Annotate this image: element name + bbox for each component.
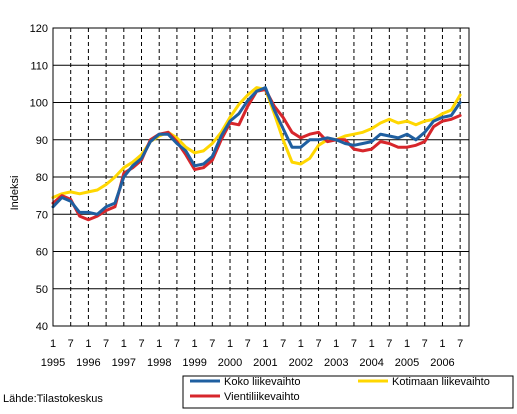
x-tick-month: 7: [138, 338, 144, 350]
x-tick-year: 2000: [218, 357, 242, 369]
x-tick-month: 1: [333, 338, 339, 350]
x-tick-month: 1: [369, 338, 375, 350]
x-tick-month: 7: [103, 338, 109, 350]
x-tick-month: 1: [227, 338, 233, 350]
x-tick-year: 2002: [289, 357, 313, 369]
x-tick-month: 7: [209, 338, 215, 350]
legend-label: Koko liikevaihto: [224, 376, 300, 388]
x-tick-month: 1: [439, 338, 445, 350]
x-tick-year: 1999: [182, 357, 206, 369]
legend: Koko liikevaihto Kotimaan liikevaihto Vien…: [182, 375, 514, 409]
x-tick-year: 2003: [324, 357, 348, 369]
source-note: Lähde:Tilastokeskus: [3, 393, 103, 405]
legend-label: Vientiliikevaihto: [224, 391, 300, 403]
y-tick-label: 100: [30, 98, 48, 110]
x-tick-month: 1: [85, 338, 91, 350]
legend-box: [182, 375, 514, 409]
x-tick-month: 1: [404, 338, 410, 350]
y-tick-label: 90: [36, 135, 48, 147]
y-axis-label: Indeksi: [9, 176, 21, 211]
series-lines: [51, 86, 462, 222]
y-tick-label: 120: [30, 23, 48, 35]
x-tick-month: 7: [245, 338, 251, 350]
y-tick-label: 50: [36, 284, 48, 296]
y-tick-label: 60: [36, 247, 48, 259]
plot-frame: [52, 27, 470, 327]
x-tick-month: 1: [121, 338, 127, 350]
x-tick-month: 1: [262, 338, 268, 350]
x-tick-month: 7: [351, 338, 357, 350]
y-tick-label: 40: [36, 321, 48, 333]
y-tick-labels: 40 50 60 70 80 90 100 110 120: [30, 23, 48, 333]
series-line-0: [51, 86, 462, 216]
x-tick-month: 7: [174, 338, 180, 350]
series-line-1: [51, 86, 462, 199]
x-tick-month: 1: [298, 338, 304, 350]
y-tick-label: 70: [36, 209, 48, 221]
x-tick-year: 1995: [41, 357, 65, 369]
legend-label: Kotimaan liikevaihto: [392, 376, 490, 388]
x-tick-year: 1998: [147, 357, 171, 369]
y-tick-label: 110: [30, 60, 48, 72]
x-tick-month: 1: [192, 338, 198, 350]
x-tick-year: 2006: [430, 357, 454, 369]
x-tick-month: 1: [50, 338, 56, 350]
series-line-2: [51, 88, 462, 222]
x-tick-month: 7: [68, 338, 74, 350]
y-tick-label: 80: [36, 172, 48, 184]
x-tick-month: 7: [422, 338, 428, 350]
x-tick-month: 7: [315, 338, 321, 350]
x-tick-year: 2004: [359, 357, 383, 369]
x-tick-month: 7: [457, 338, 463, 350]
x-tick-month: 1: [156, 338, 162, 350]
x-tick-month: 7: [386, 338, 392, 350]
x-tick-month: 7: [280, 338, 286, 350]
x-tick-year: 1996: [76, 357, 100, 369]
x-tick-year: 1997: [112, 357, 136, 369]
x-tick-year: 2005: [395, 357, 419, 369]
x-tick-year: 2001: [253, 357, 277, 369]
